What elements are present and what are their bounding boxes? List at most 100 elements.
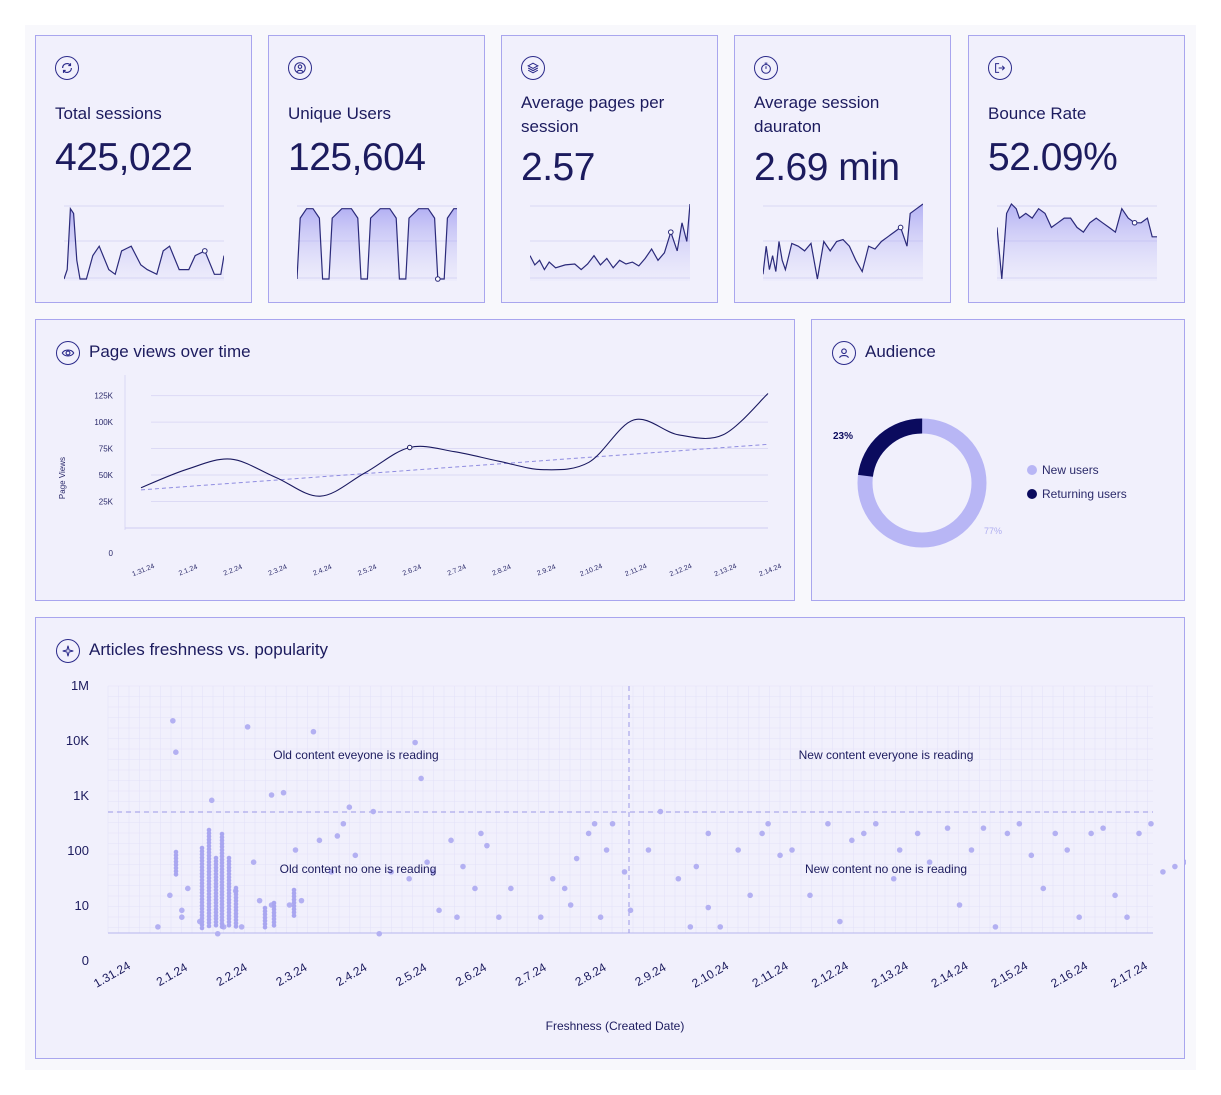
- scatter-point-cluster: [219, 838, 225, 843]
- scatter-point: [496, 914, 502, 921]
- scatter-point-cluster: [226, 865, 232, 870]
- scatter-point-cluster: [226, 884, 232, 890]
- audience-title: Audience: [865, 342, 936, 361]
- scatter-point: [956, 902, 963, 908]
- sparkline-line: [997, 203, 1157, 280]
- x-tick-label: 2.7.24: [513, 960, 549, 989]
- scatter-point: [944, 825, 951, 831]
- scatter-point-cluster: [206, 850, 212, 855]
- scatter-point-cluster: [173, 859, 179, 864]
- scatter-point: [478, 830, 484, 837]
- scatter-point-cluster: [219, 870, 225, 875]
- scatter-point: [508, 885, 514, 892]
- scatter-point: [268, 792, 275, 798]
- page-views-card: Page views over time 125K 100K 75K 50K 25K 0 P…: [35, 319, 795, 601]
- scatter-point: [597, 914, 604, 921]
- scatter-point: [1148, 820, 1154, 827]
- scatter-point-cluster: [206, 885, 212, 890]
- scatter-point-cluster: [219, 834, 225, 840]
- sparkline-area: [297, 208, 457, 281]
- scatter-point-cluster: [199, 871, 205, 876]
- scatter-point: [298, 897, 305, 904]
- scatter-point-cluster: [199, 896, 205, 902]
- scatter-point-cluster: [226, 881, 232, 886]
- eye-icon: [56, 341, 80, 365]
- scatter-point-cluster: [219, 886, 225, 891]
- scatter-point-cluster: [199, 852, 205, 857]
- scatter-point: [244, 724, 251, 730]
- scatter-point-cluster: [271, 923, 277, 928]
- scatter-point-cluster: [219, 854, 225, 859]
- scatter-point-cluster: [206, 872, 212, 878]
- scatter-point-cluster: [233, 917, 239, 923]
- scatter-point-cluster: [291, 903, 297, 909]
- sparkline-marker: [1131, 219, 1138, 226]
- scatter-point-cluster: [206, 904, 212, 910]
- scatter-point: [621, 869, 628, 875]
- scatter-point-cluster: [262, 918, 268, 924]
- scatter-point-cluster: [271, 913, 277, 919]
- scatter-point: [1016, 820, 1023, 827]
- scatter-point-cluster: [226, 855, 232, 861]
- user-square-icon: [832, 341, 856, 365]
- scatter-point-cluster: [219, 873, 225, 878]
- sparkline-line: [763, 203, 923, 280]
- scatter-point-cluster: [226, 874, 232, 880]
- scatter-point: [837, 918, 843, 925]
- scatter-point-cluster: [226, 913, 232, 918]
- scatter-point: [1100, 825, 1106, 831]
- scatter-point-cluster: [213, 910, 219, 915]
- scatter-point-cluster: [219, 895, 225, 901]
- scatter-point-cluster: [206, 917, 212, 922]
- scatter-point-cluster: [199, 848, 205, 854]
- scatter-point: [280, 789, 287, 796]
- x-tick-label: 2.13.24: [869, 958, 911, 990]
- x-tick-label: 2.6.24: [453, 960, 489, 989]
- y-tick-label: 100: [67, 843, 89, 858]
- scatter-point: [609, 820, 616, 827]
- scatter-point-cluster: [206, 891, 212, 897]
- legend-returning-users-swatch: [1027, 489, 1037, 499]
- scatter-point: [310, 728, 317, 735]
- scatter-point: [316, 837, 323, 844]
- scatter-point-cluster: [219, 908, 225, 914]
- scatter-point-cluster: [199, 893, 205, 899]
- scatter-point-cluster: [199, 880, 205, 886]
- scatter-point-cluster: [219, 905, 225, 910]
- x-tick-label: 2.1.24: [154, 960, 190, 989]
- scatter-point: [675, 875, 682, 882]
- scatter-point-cluster: [219, 882, 225, 888]
- x-tick-label: 2.4.24: [333, 960, 369, 989]
- scatter-point: [424, 859, 430, 866]
- scatter-point-cluster: [199, 874, 205, 880]
- y-tick-label: 1M: [71, 678, 89, 693]
- scatter-point-cluster: [262, 908, 268, 914]
- x-tick-label: 1.31.24: [131, 563, 155, 578]
- sparkline-marker: [435, 276, 441, 282]
- scatter-point: [286, 902, 293, 908]
- page-views-line: [140, 393, 769, 497]
- scatter-point-cluster: [173, 862, 179, 868]
- scatter-point-cluster: [199, 922, 205, 928]
- line-marker: [407, 444, 413, 451]
- kpi-label: Unique Users: [288, 104, 391, 123]
- scatter-point-cluster: [213, 922, 219, 928]
- scatter-point-cluster: [219, 879, 225, 885]
- scatter-point-cluster: [199, 903, 205, 908]
- scatter-point-cluster: [213, 897, 219, 902]
- scatter-point: [256, 897, 263, 904]
- scatter-point-cluster: [199, 925, 205, 931]
- scatter-point-cluster: [291, 897, 297, 902]
- scatter-point: [436, 907, 442, 914]
- kpi-label: Total sessions: [55, 104, 162, 123]
- scatter-point: [170, 717, 176, 724]
- scatter-point-cluster: [291, 894, 297, 899]
- scatter-point-cluster: [219, 924, 225, 930]
- scatter-point-cluster: [213, 903, 219, 909]
- scatter-point-cluster: [226, 890, 232, 896]
- scatter-point: [717, 924, 724, 930]
- scatter-point-cluster: [226, 900, 232, 906]
- scatter-point-cluster: [213, 865, 219, 870]
- scatter-point-cluster: [291, 910, 297, 915]
- scatter-point-cluster: [199, 900, 205, 905]
